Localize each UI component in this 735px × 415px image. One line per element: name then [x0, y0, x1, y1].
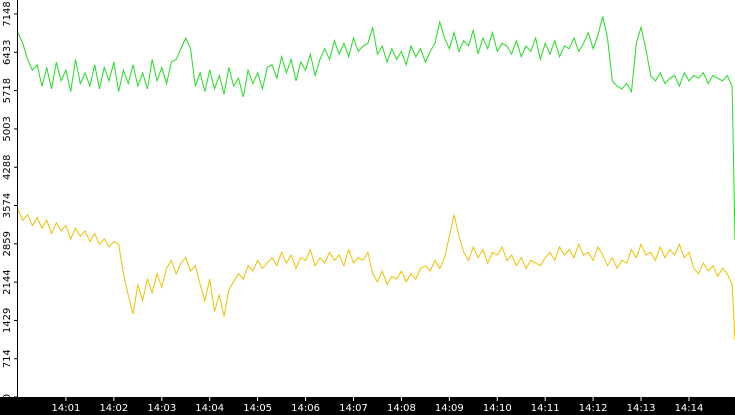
x-tick-label: 14:07 [339, 403, 368, 414]
y-tick-label: 3574 [2, 193, 13, 218]
x-tick-label: 14:12 [579, 403, 608, 414]
x-tick-label: 14:05 [243, 403, 272, 414]
line-series [17, 209, 735, 341]
x-tick-label: 14:04 [195, 403, 224, 414]
y-tick-label: 6433 [2, 40, 13, 65]
x-tick-label: 14:06 [291, 403, 320, 414]
y-tick-label: 2859 [2, 231, 13, 256]
y-tick-label: 1429 [2, 308, 13, 333]
x-tick-label: 14:08 [387, 403, 416, 414]
y-tick-label: 714 [2, 349, 13, 368]
x-tick-label: 14:11 [531, 403, 560, 414]
y-tick-label: 4288 [2, 155, 13, 180]
y-tick-label: 2144 [2, 269, 13, 294]
x-axis-bar [0, 397, 735, 415]
x-tick-label: 14:14 [675, 403, 704, 414]
line-series [17, 16, 735, 241]
x-tick-label: 14:13 [627, 403, 656, 414]
x-tick-label: 14:10 [483, 403, 512, 414]
y-tick-label: 5003 [2, 116, 13, 141]
x-tick-label: 14:01 [52, 403, 81, 414]
x-tick-label: 14:09 [435, 403, 464, 414]
x-tick-label: 14:02 [99, 403, 128, 414]
y-tick-label: 0 [2, 394, 13, 400]
y-tick-label: 7148 [2, 1, 13, 26]
x-tick-label: 14:03 [147, 403, 176, 414]
y-tick-label: 5718 [2, 78, 13, 103]
